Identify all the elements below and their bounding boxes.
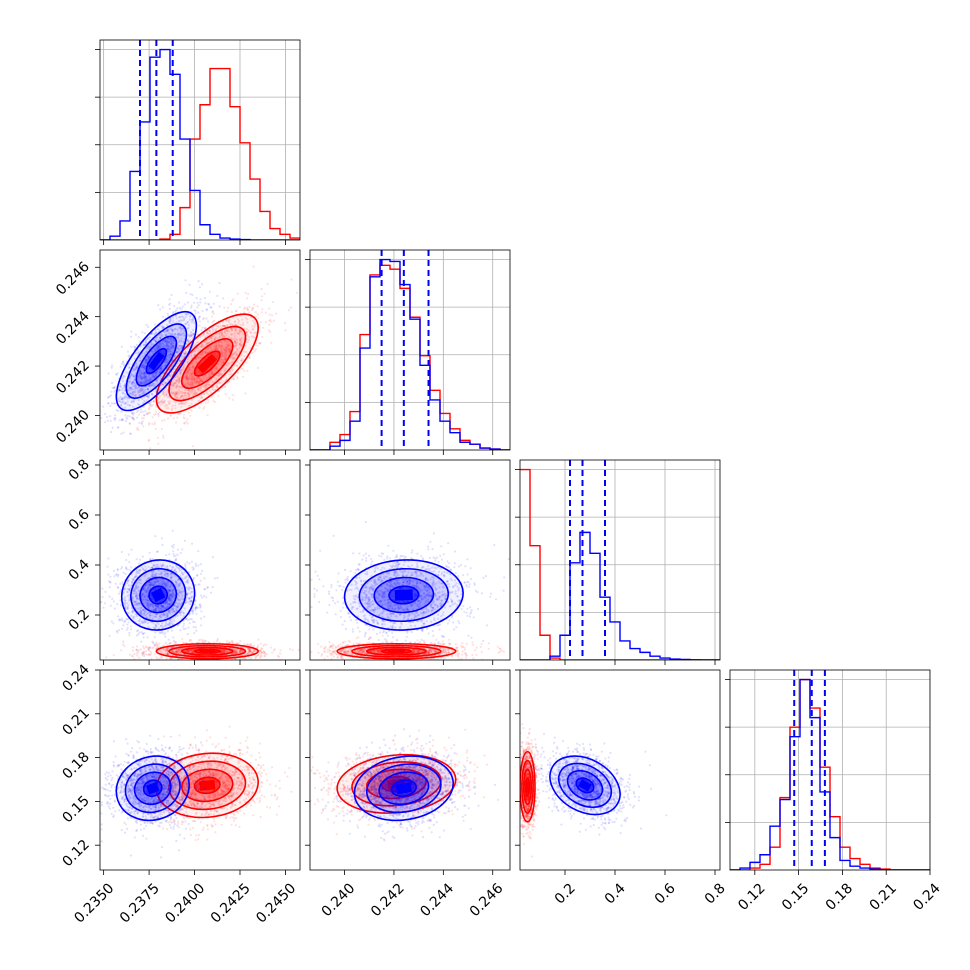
x-tick-label: 0.2400 bbox=[162, 880, 208, 926]
histogram-series_b bbox=[100, 67, 300, 240]
y-tick-label: 0.12 bbox=[59, 837, 92, 870]
contours-series_a bbox=[549, 755, 621, 816]
hist-panel-3: 0.12 0.15 0.18 0.21 0.24 bbox=[725, 669, 944, 914]
density-peak bbox=[199, 650, 215, 653]
panel-frame bbox=[99, 459, 301, 661]
x-tick-label: 0.21 bbox=[867, 880, 900, 913]
scatter-series_a bbox=[100, 529, 219, 660]
histogram-series_a bbox=[310, 258, 510, 450]
histogram-series_a bbox=[730, 678, 930, 870]
panel-frame bbox=[99, 39, 301, 241]
x-tick-label: 0.2 bbox=[552, 880, 579, 907]
x-tick-label: 0.240 bbox=[319, 880, 359, 920]
y-tick-label: 0.4 bbox=[66, 556, 93, 583]
panel-frame bbox=[309, 459, 511, 661]
panel-frame bbox=[99, 249, 301, 451]
x-tick-label: 0.15 bbox=[779, 880, 812, 913]
density-peak bbox=[394, 589, 413, 601]
hist-panel-2 bbox=[515, 459, 721, 665]
y-tick-label: 0.6 bbox=[66, 506, 93, 533]
x-tick-label: 0.2450 bbox=[253, 880, 299, 926]
hist-panel-0 bbox=[95, 39, 301, 245]
contours-series_a bbox=[343, 559, 464, 631]
y-tick-label: 0.8 bbox=[66, 457, 93, 484]
hist-panel-1 bbox=[305, 249, 511, 455]
y-tick-label: 0.24 bbox=[59, 661, 92, 694]
scatter-series_a bbox=[100, 250, 237, 435]
x-tick-label: 0.246 bbox=[467, 880, 507, 920]
contours-series_a bbox=[115, 755, 190, 822]
histogram-series_b bbox=[730, 678, 930, 870]
x-tick-label: 0.244 bbox=[417, 880, 457, 920]
density-peak bbox=[526, 781, 529, 793]
pair-panel-0-2: 0.2 0.4 0.6 0.8 bbox=[66, 457, 301, 665]
x-tick-label: 0.2375 bbox=[117, 880, 163, 926]
y-tick-label: 0.2 bbox=[66, 607, 93, 634]
y-tick-label: 0.246 bbox=[53, 259, 93, 299]
pair-panel-0-3: 0.120.150.180.210.240.2350 0.2375 0.2400 0.… bbox=[59, 661, 301, 926]
density-peak bbox=[199, 779, 216, 791]
x-tick-label: 0.24 bbox=[910, 880, 943, 913]
panel-frame bbox=[729, 669, 931, 871]
pair-panel-1-3: 0.240 0.242 0.244 0.246 bbox=[305, 669, 511, 920]
density-peak bbox=[150, 587, 166, 603]
contours-series_a bbox=[115, 310, 198, 412]
x-tick-label: 0.8 bbox=[702, 880, 729, 907]
histogram-series_b bbox=[520, 468, 720, 660]
contours-series_b bbox=[520, 750, 536, 823]
density-peak bbox=[395, 782, 412, 795]
contours-series_b bbox=[336, 642, 457, 660]
x-tick-label: 0.6 bbox=[652, 880, 679, 907]
y-tick-label: 0.242 bbox=[53, 358, 93, 398]
panel-frame bbox=[309, 669, 511, 871]
x-tick-label: 0.18 bbox=[823, 880, 856, 913]
contours-series_a bbox=[121, 559, 196, 631]
contours-series_a bbox=[353, 755, 455, 822]
histogram-series_a bbox=[520, 531, 720, 660]
density-peak bbox=[578, 779, 592, 792]
x-tick-label: 0.242 bbox=[368, 880, 408, 920]
y-tick-label: 0.15 bbox=[59, 793, 92, 826]
contours-series_b bbox=[155, 313, 259, 414]
density-peak bbox=[145, 781, 160, 795]
density-peak bbox=[387, 650, 406, 653]
y-tick-label: 0.244 bbox=[53, 308, 93, 348]
panel-frame bbox=[99, 669, 301, 871]
pair-panel-2-3: 0.2 0.4 0.6 0.8 bbox=[515, 669, 729, 908]
y-tick-label: 0.21 bbox=[59, 705, 92, 738]
contours-series_b bbox=[155, 752, 259, 819]
contours-series_b bbox=[155, 642, 259, 660]
panel-frame bbox=[519, 459, 721, 661]
pair-panel-0-1: 0.240 0.242 0.244 0.246 bbox=[53, 249, 301, 455]
x-tick-label: 0.12 bbox=[735, 880, 768, 913]
density-peak bbox=[148, 351, 165, 371]
pair-panel-1-2 bbox=[305, 459, 511, 665]
panel-frame bbox=[309, 249, 511, 451]
x-tick-label: 0.4 bbox=[602, 880, 629, 907]
panel-frame bbox=[519, 669, 721, 871]
y-tick-label: 0.18 bbox=[59, 749, 92, 782]
y-tick-label: 0.240 bbox=[53, 407, 93, 447]
x-tick-label: 0.2350 bbox=[71, 880, 117, 926]
density-peak bbox=[197, 353, 218, 374]
x-tick-label: 0.2425 bbox=[208, 880, 254, 926]
